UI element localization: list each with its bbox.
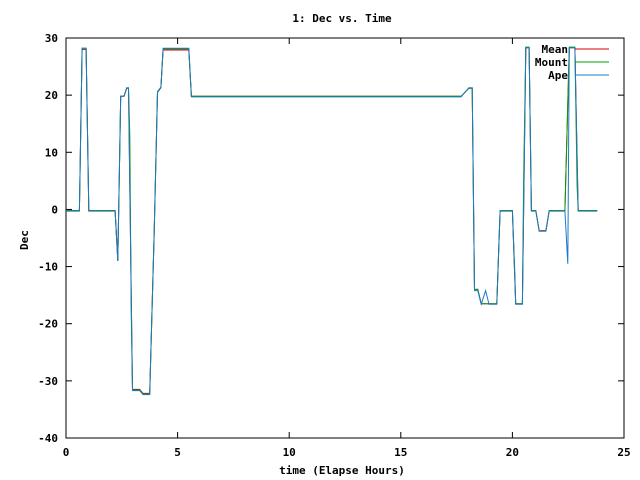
legend-label: Mount bbox=[535, 56, 568, 69]
chart-title: 1: Dec vs. Time bbox=[292, 12, 392, 25]
y-tick-label: -30 bbox=[38, 375, 58, 388]
axis-ticks: 0 5 10 15 20 25 -40 -30 -20 -10 0 10 20 30 bbox=[38, 32, 631, 459]
y-tick-label: 0 bbox=[51, 203, 58, 216]
series-line-ape bbox=[66, 47, 598, 396]
y-tick-label: 20 bbox=[45, 89, 58, 102]
y-axis-label: Dec bbox=[18, 230, 31, 250]
x-tick-label: 0 bbox=[63, 446, 70, 459]
plot-frame bbox=[65, 37, 625, 439]
y-tick-label: -10 bbox=[38, 261, 58, 274]
x-tick-label: 15 bbox=[394, 446, 407, 459]
y-tick-label: -20 bbox=[38, 318, 58, 331]
x-tick-label: 10 bbox=[283, 446, 296, 459]
x-tick-label: 20 bbox=[506, 446, 519, 459]
y-tick-label: 30 bbox=[45, 32, 58, 45]
y-tick-label: 10 bbox=[45, 146, 58, 159]
y-tick-label: -40 bbox=[38, 432, 58, 445]
x-tick-label: 25 bbox=[617, 446, 630, 459]
series-layer bbox=[66, 46, 598, 396]
x-tick-label: 5 bbox=[174, 446, 181, 459]
series-line-mount bbox=[66, 46, 598, 395]
legend-label: Ape bbox=[548, 69, 568, 82]
x-axis-label: time (Elapse Hours) bbox=[279, 464, 405, 477]
legend-label: Mean bbox=[542, 43, 569, 56]
series-line-mean bbox=[66, 47, 598, 394]
